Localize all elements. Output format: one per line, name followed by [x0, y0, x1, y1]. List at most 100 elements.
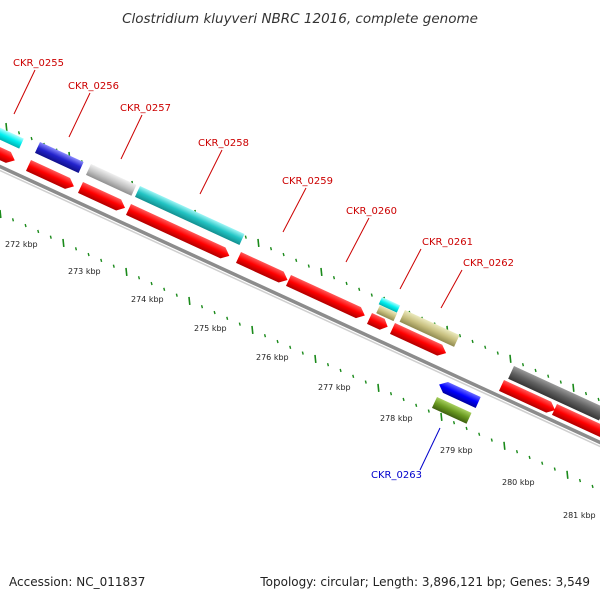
- inner-tick: [364, 380, 367, 384]
- cds-arrow: [551, 404, 600, 440]
- inner-tick: [150, 281, 153, 286]
- cds-arrow: [285, 275, 365, 319]
- inner-tick: [478, 432, 481, 436]
- inner-tick: [37, 229, 40, 234]
- gene-box-CKR_0262: [399, 310, 460, 347]
- inner-tick: [402, 397, 405, 402]
- inner-tick: [515, 449, 519, 454]
- inner-tick: [226, 316, 229, 321]
- inner-tick: [578, 478, 582, 483]
- inner-tick: [238, 322, 241, 326]
- gene-box-CKR_0261: [378, 297, 401, 313]
- outer-tick: [458, 333, 462, 338]
- inner-tick: [326, 363, 330, 367]
- outer-tick: [559, 380, 562, 384]
- outer-tick: [282, 252, 285, 257]
- inner-tick: [591, 484, 594, 489]
- cds-arrow: [235, 252, 288, 283]
- gene-label-CKR_0258: CKR_0258: [198, 138, 249, 149]
- gene-label-CKR_0257: CKR_0257: [120, 103, 171, 114]
- inner-tick: [175, 293, 178, 297]
- inner-tick: [389, 391, 393, 396]
- outer-tick: [269, 247, 273, 251]
- outer-tick: [320, 267, 323, 276]
- inner-tick: [465, 426, 468, 431]
- inner-tick: [125, 267, 128, 277]
- gene-label-CKR_0255: CKR_0255: [13, 58, 64, 69]
- inner-tick: [276, 339, 279, 344]
- outer-tick: [484, 345, 487, 349]
- outer-tick: [332, 276, 336, 280]
- inner-tick: [566, 470, 569, 479]
- inner-tick: [289, 345, 292, 349]
- genome-backbone: [0, 164, 600, 448]
- outer-tick: [358, 287, 361, 291]
- gene-label-CKR_0263: CKR_0263: [371, 470, 422, 481]
- scale-label-279: 279 kbp: [440, 446, 473, 455]
- inner-tick: [553, 467, 556, 471]
- outer-tick: [345, 281, 348, 286]
- scale-label-278: 278 kbp: [380, 414, 413, 423]
- inner-tick: [427, 409, 430, 413]
- outer-tick: [496, 351, 499, 355]
- inner-tick: [314, 354, 317, 363]
- inner-tick: [263, 334, 267, 338]
- inner-tick: [24, 223, 27, 228]
- inner-tick: [100, 258, 103, 263]
- inner-tick: [112, 264, 115, 268]
- inner-tick: [352, 374, 355, 378]
- outer-tick: [534, 368, 537, 373]
- scale-labels: 272 kbp 273 kbp 274 kbp 275 kbp 276 kbp …: [5, 240, 596, 520]
- outer-tick: [244, 235, 247, 239]
- outer-tick: [547, 374, 550, 378]
- scale-label-277: 277 kbp: [318, 383, 351, 392]
- scale-label-273: 273 kbp: [68, 267, 101, 276]
- outer-tick: [295, 258, 298, 262]
- inner-tick: [163, 287, 166, 292]
- cds-track: [0, 141, 600, 440]
- gene-label-CKR_0260: CKR_0260: [346, 206, 397, 217]
- inner-tick: [452, 420, 456, 425]
- scale-label-274: 274 kbp: [131, 295, 164, 304]
- cds-arrow: [77, 182, 126, 211]
- inner-tick: [87, 252, 90, 257]
- reverse-arrow: [439, 382, 481, 408]
- map-title: Clostridium kluyveri NBRC 12016, complet…: [122, 11, 478, 27]
- outer-tick: [597, 397, 600, 402]
- gene-label-CKR_0261: CKR_0261: [422, 237, 473, 248]
- inner-tick: [74, 247, 78, 251]
- inner-tick: [200, 305, 204, 309]
- reverse-track: [431, 382, 481, 424]
- gene-box-CKR_0263: [431, 397, 472, 424]
- gene-box-CKR_0256: [34, 142, 84, 173]
- gene-box-gray: [508, 366, 600, 421]
- gene-label-CKR_0259: CKR_0259: [282, 176, 333, 187]
- inner-tick-marks: [0, 209, 594, 489]
- scale-label-275: 275 kbp: [194, 324, 227, 333]
- gene-track: [0, 124, 600, 421]
- outer-tick: [257, 238, 260, 247]
- scale-label-280: 280 kbp: [502, 478, 535, 487]
- gene-box-CKR_0257: [85, 164, 137, 196]
- inner-tick: [301, 351, 304, 355]
- inner-tick: [11, 218, 15, 222]
- outer-tick: [509, 354, 512, 363]
- inner-tick: [541, 461, 544, 465]
- gene-label-CKR_0256: CKR_0256: [68, 81, 119, 92]
- inner-tick: [503, 441, 506, 450]
- inner-tick: [377, 383, 380, 392]
- inner-tick: [440, 412, 443, 421]
- inner-tick: [137, 276, 141, 280]
- outer-tick: [471, 339, 474, 344]
- inner-tick: [188, 296, 191, 306]
- inner-tick: [251, 325, 254, 334]
- accession-text: Accession: NC_011837: [9, 575, 146, 589]
- cds-arrow: [389, 323, 447, 356]
- cds-arrow: [366, 313, 388, 330]
- gene-box-CKR_0261b: [376, 305, 398, 322]
- outer-tick: [521, 362, 525, 367]
- cds-arrow: [0, 141, 15, 163]
- outer-tick: [307, 264, 310, 268]
- outer-tick: [5, 122, 8, 132]
